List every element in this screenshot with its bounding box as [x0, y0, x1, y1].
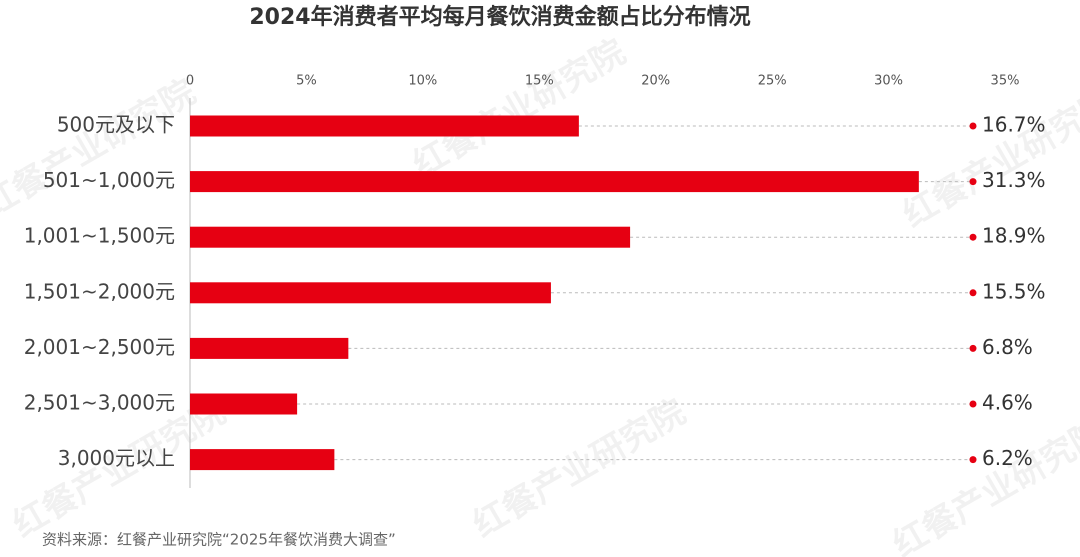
watermark: 红餐产业研究院	[466, 392, 692, 546]
value-label: 15.5%	[982, 279, 1046, 303]
x-tick-label: 10%	[408, 74, 437, 89]
bar	[190, 337, 349, 359]
source-note: 资料来源：红餐产业研究院“2025年餐饮消费大调查”	[42, 531, 396, 549]
y-tick-label: 501~1,000元	[43, 168, 175, 192]
label-dot	[969, 456, 977, 464]
value-label: 4.6%	[982, 391, 1033, 415]
x-tick-label: 25%	[758, 74, 787, 89]
x-tick-label: 15%	[525, 74, 554, 89]
bar	[190, 449, 335, 471]
label-dot	[969, 178, 977, 186]
value-label: 6.2%	[982, 446, 1033, 470]
x-tick-label: 35%	[991, 74, 1020, 89]
watermark: 红餐产业研究院	[886, 412, 1080, 557]
x-tick-label: 30%	[874, 74, 903, 89]
bar	[190, 115, 579, 137]
bar	[190, 171, 919, 193]
y-tick-label: 1,501~2,000元	[24, 279, 175, 303]
y-tick-label: 3,000元以上	[58, 446, 175, 470]
label-dot	[969, 344, 977, 352]
value-label: 18.9%	[982, 224, 1046, 248]
value-label: 6.8%	[982, 335, 1033, 359]
y-tick-label: 2,001~2,500元	[24, 335, 175, 359]
label-dot	[969, 289, 977, 297]
watermark: 红餐产业研究院	[896, 82, 1080, 236]
x-tick-label: 20%	[641, 74, 670, 89]
x-tick-label: 0	[186, 74, 194, 89]
bar	[190, 282, 551, 304]
label-dot	[969, 233, 977, 241]
y-tick-label: 500元及以下	[57, 113, 175, 137]
value-label: 16.7%	[982, 113, 1046, 137]
watermark: 红餐产业研究院	[0, 72, 202, 226]
bar	[190, 393, 298, 415]
y-tick-label: 1,001~1,500元	[24, 224, 175, 248]
chart-title: 2024年消费者平均每月餐饮消费金额占比分布情况	[249, 4, 750, 30]
bar	[190, 226, 631, 248]
label-dot	[969, 122, 977, 130]
x-tick-label: 5%	[296, 74, 317, 89]
y-tick-label: 2,501~3,000元	[24, 391, 175, 415]
label-dot	[969, 400, 977, 408]
value-label: 31.3%	[982, 168, 1046, 192]
watermark: 红餐产业研究院	[406, 32, 632, 186]
